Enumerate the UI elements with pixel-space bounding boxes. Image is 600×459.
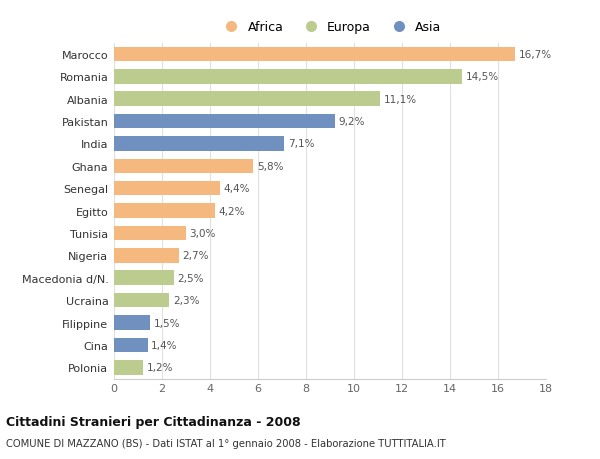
Bar [114, 137, 284, 151]
Text: 4,2%: 4,2% [218, 206, 245, 216]
Bar [114, 92, 380, 106]
Text: 2,5%: 2,5% [178, 273, 204, 283]
Bar [114, 249, 179, 263]
Bar [114, 226, 186, 241]
Text: 2,3%: 2,3% [173, 296, 199, 306]
Text: 1,5%: 1,5% [154, 318, 180, 328]
Bar [114, 204, 215, 218]
Text: 4,4%: 4,4% [223, 184, 250, 194]
Text: 11,1%: 11,1% [384, 95, 417, 105]
Text: 9,2%: 9,2% [338, 117, 365, 127]
Bar [114, 159, 253, 174]
Text: COMUNE DI MAZZANO (BS) - Dati ISTAT al 1° gennaio 2008 - Elaborazione TUTTITALIA: COMUNE DI MAZZANO (BS) - Dati ISTAT al 1… [6, 438, 446, 448]
Bar [114, 316, 150, 330]
Text: 3,0%: 3,0% [190, 229, 216, 239]
Bar [114, 338, 148, 353]
Text: 2,7%: 2,7% [182, 251, 209, 261]
Text: 7,1%: 7,1% [288, 139, 314, 149]
Bar [114, 70, 462, 84]
Bar [114, 293, 169, 308]
Bar [114, 115, 335, 129]
Text: 1,4%: 1,4% [151, 340, 178, 350]
Text: Cittadini Stranieri per Cittadinanza - 2008: Cittadini Stranieri per Cittadinanza - 2… [6, 415, 301, 428]
Text: 14,5%: 14,5% [466, 72, 499, 82]
Bar [114, 48, 515, 62]
Legend: Africa, Europa, Asia: Africa, Europa, Asia [219, 21, 441, 34]
Bar [114, 360, 143, 375]
Text: 16,7%: 16,7% [518, 50, 551, 60]
Bar [114, 271, 174, 285]
Text: 1,2%: 1,2% [146, 363, 173, 373]
Text: 5,8%: 5,8% [257, 162, 283, 172]
Bar [114, 182, 220, 196]
